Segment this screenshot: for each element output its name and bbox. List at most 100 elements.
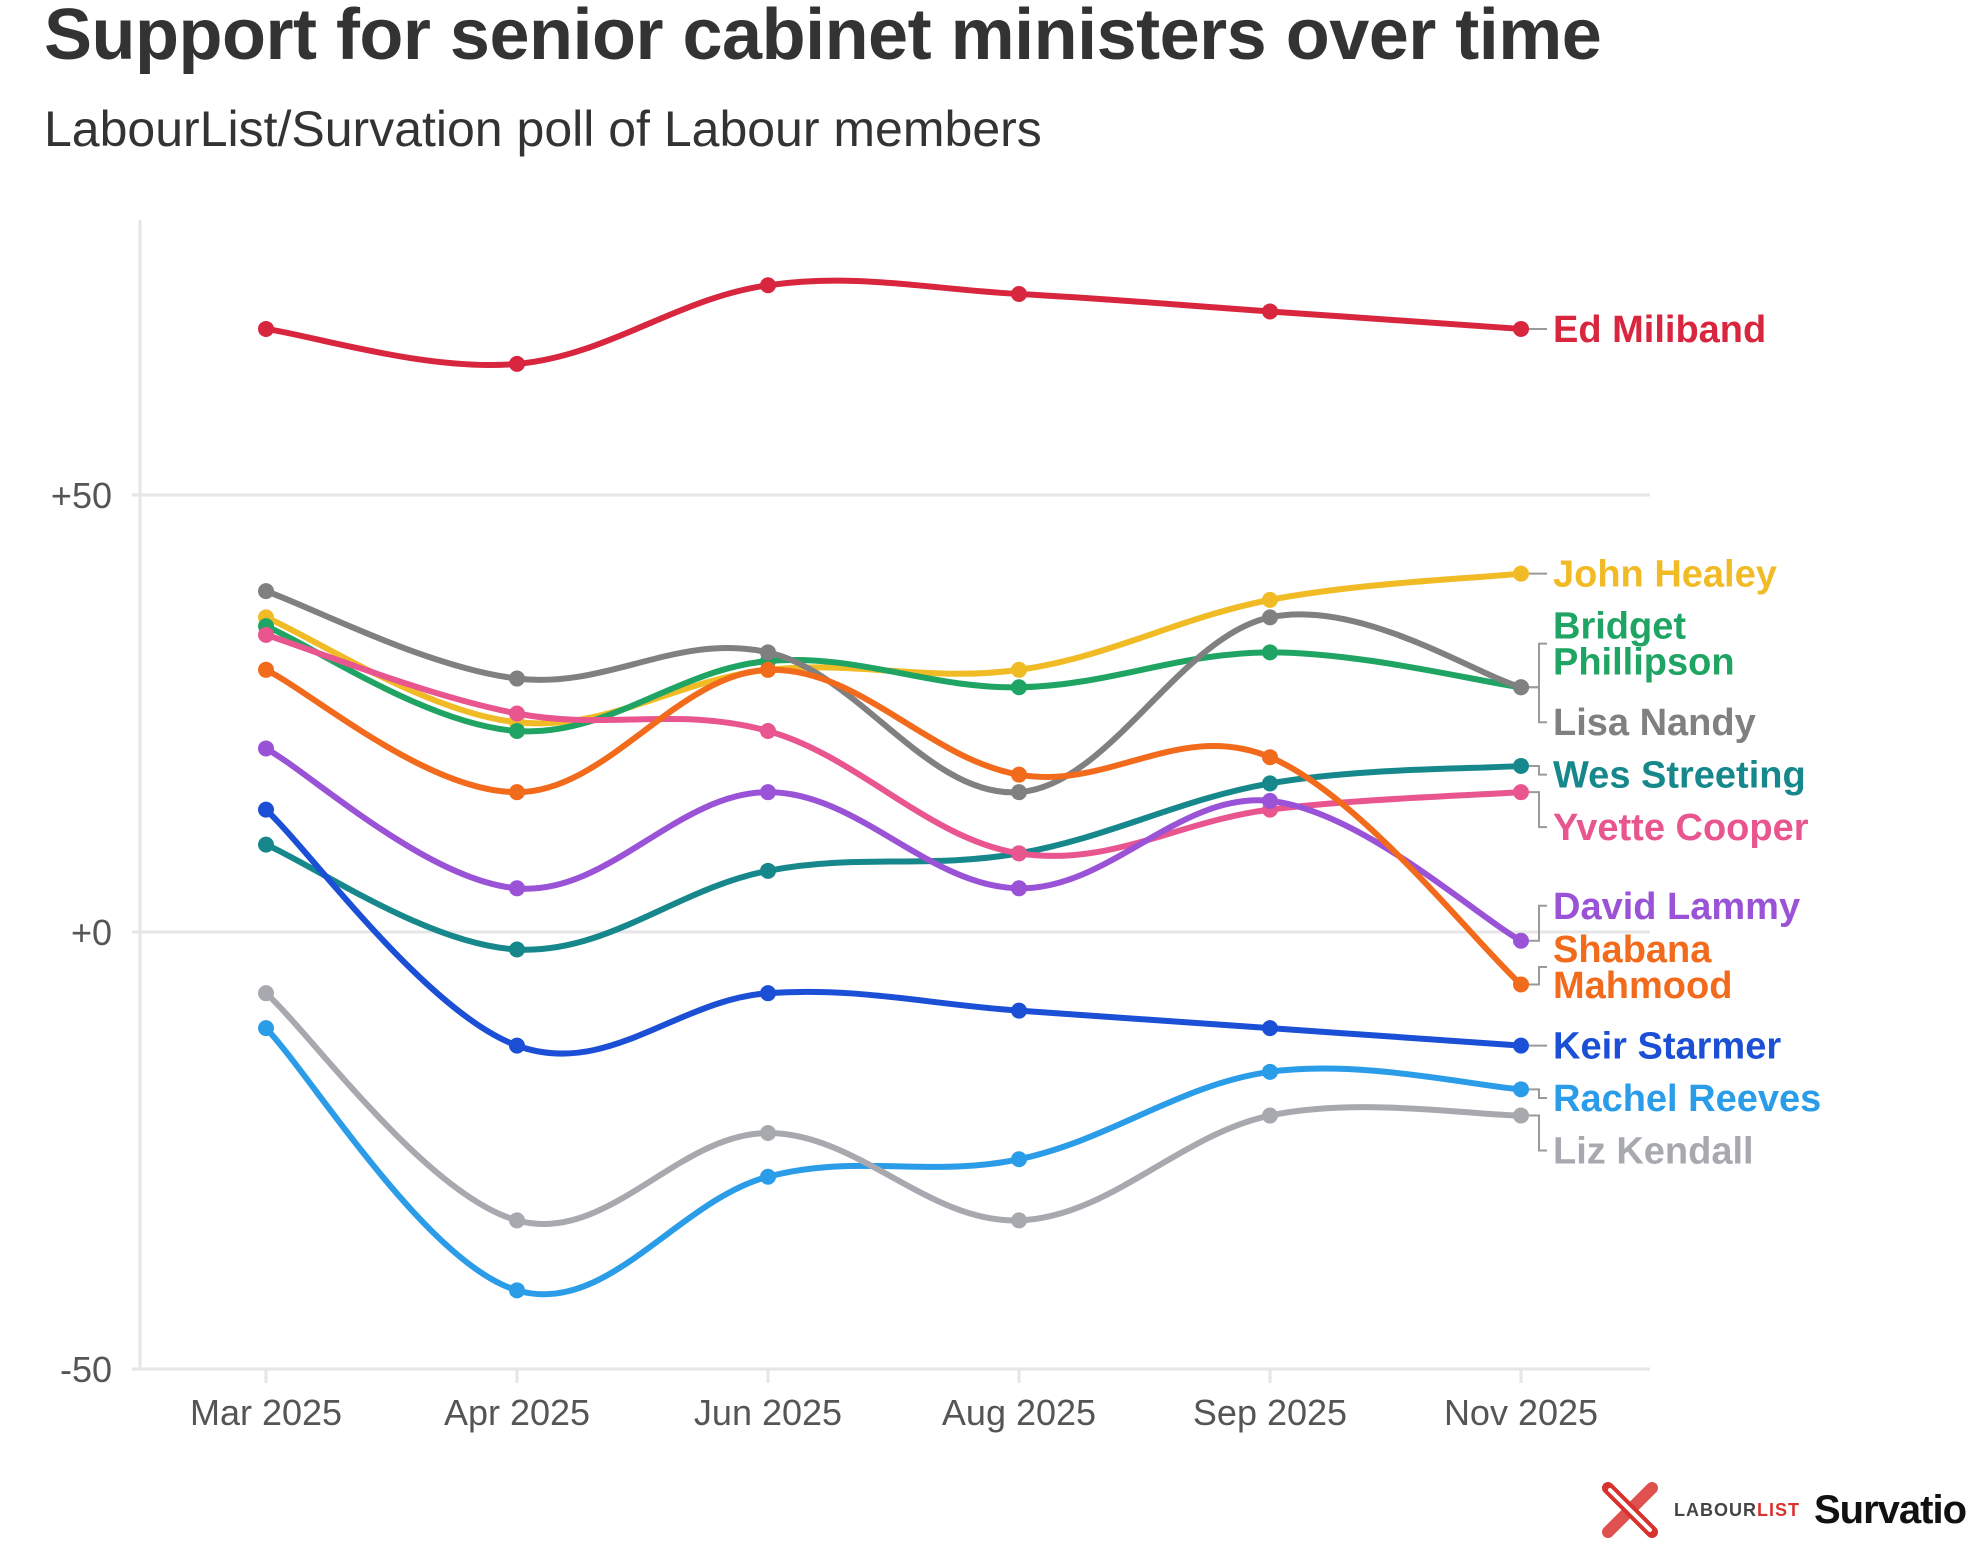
data-point	[509, 1282, 525, 1299]
series-line	[263, 806, 1524, 1057]
label-connector	[1529, 1114, 1547, 1152]
data-point	[258, 1020, 274, 1037]
label-connector	[1529, 686, 1547, 724]
data-point	[760, 862, 776, 879]
data-point	[509, 1212, 525, 1229]
data-point	[1513, 1037, 1529, 1054]
x-tick-label: Jun 2025	[694, 1392, 842, 1433]
data-point	[1011, 679, 1027, 696]
data-point	[258, 801, 274, 818]
data-point	[1513, 679, 1529, 696]
label-rachel-reeves: Rachel Reeves	[1529, 1078, 1821, 1120]
label-connector	[1529, 791, 1547, 829]
footer-logos: LABOURLIST Survation.	[1600, 1482, 1968, 1538]
series-label: Bridget	[1553, 606, 1686, 648]
series-lines-layer	[258, 277, 1529, 1299]
series-wes-streeting	[258, 757, 1529, 958]
series-liz-kendall	[258, 985, 1529, 1229]
labourlist-logo: LABOURLIST	[1674, 1500, 1800, 1521]
data-point	[509, 705, 525, 722]
data-point	[760, 661, 776, 678]
labourlist-x-icon	[1600, 1482, 1660, 1538]
data-point	[1011, 661, 1027, 678]
x-tick-label: Nov 2025	[1444, 1392, 1598, 1433]
data-point	[1262, 303, 1278, 320]
data-point	[1011, 845, 1027, 862]
series-label: Phillipson	[1553, 642, 1735, 684]
data-point	[509, 355, 525, 372]
data-point	[760, 1168, 776, 1185]
series-line	[263, 990, 1524, 1228]
label-lisa-nandy: Lisa Nandy	[1529, 686, 1756, 744]
series-label: Shabana	[1553, 929, 1712, 971]
y-tick-label: +0	[71, 912, 112, 953]
labourlist-prefix: LABOUR	[1674, 1499, 1757, 1520]
data-point	[1513, 757, 1529, 774]
data-point	[509, 784, 525, 801]
series-ed-miliband	[258, 277, 1529, 372]
data-point	[1262, 792, 1278, 809]
series-line	[263, 666, 1524, 988]
chart-title: Support for senior cabinet ministers ove…	[44, 0, 1602, 75]
data-point	[1262, 1020, 1278, 1037]
series-label: Liz Kendall	[1553, 1131, 1754, 1173]
data-point	[1011, 784, 1027, 801]
series-label: Mahmood	[1553, 965, 1732, 1007]
data-point	[258, 661, 274, 678]
data-point	[760, 722, 776, 739]
label-john-healey: John Healey	[1529, 554, 1777, 596]
series-line	[263, 1025, 1524, 1298]
series-bridget-phillipson	[258, 618, 1529, 739]
label-keir-starmer: Keir Starmer	[1529, 1026, 1781, 1068]
y-tick-label: -50	[60, 1349, 112, 1390]
data-point	[1262, 749, 1278, 766]
series-rachel-reeves	[258, 1020, 1529, 1299]
label-connector	[1529, 1088, 1547, 1100]
data-point	[509, 880, 525, 897]
data-point	[258, 583, 274, 600]
series-label: Yvette Cooper	[1553, 807, 1809, 849]
label-david-lammy: David Lammy	[1529, 886, 1800, 942]
data-point	[1011, 1212, 1027, 1229]
label-ed-miliband: Ed Miliband	[1529, 309, 1766, 351]
label-connector	[1529, 764, 1547, 776]
data-point	[509, 670, 525, 687]
data-point	[760, 644, 776, 661]
data-point	[1513, 932, 1529, 949]
data-point	[1513, 1081, 1529, 1098]
data-point	[1262, 1063, 1278, 1080]
data-point	[1262, 1107, 1278, 1124]
label-liz-kendall: Liz Kendall	[1529, 1114, 1754, 1173]
data-point	[760, 985, 776, 1002]
label-connector	[1529, 904, 1547, 942]
x-tick-label: Sep 2025	[1193, 1392, 1347, 1433]
series-label: David Lammy	[1553, 886, 1800, 928]
y-tick-label: +50	[51, 475, 112, 516]
label-yvette-cooper: Yvette Cooper	[1529, 791, 1809, 849]
series-line	[263, 277, 1524, 368]
series-label: Wes Streeting	[1553, 755, 1806, 797]
series-line	[263, 745, 1524, 944]
survation-logo: Survation.	[1814, 1487, 1968, 1532]
series-shabana-mahmood	[258, 661, 1529, 993]
x-tick-label: Mar 2025	[190, 1392, 342, 1433]
data-point	[1011, 1151, 1027, 1168]
series-label: Ed Miliband	[1553, 309, 1766, 351]
data-point	[258, 985, 274, 1002]
series-keir-starmer	[258, 801, 1529, 1057]
label-connector	[1529, 965, 1547, 986]
data-point	[1011, 285, 1027, 302]
chart-subtitle: LabourList/Survation poll of Labour memb…	[44, 101, 1042, 157]
label-connector	[1529, 642, 1547, 689]
data-point	[258, 626, 274, 643]
x-tick-label: Apr 2025	[444, 1392, 590, 1433]
data-point	[1011, 880, 1027, 897]
labourlist-suffix: LIST	[1757, 1499, 1800, 1520]
data-point	[1513, 1107, 1529, 1124]
series-label: Keir Starmer	[1553, 1026, 1781, 1068]
data-point	[1011, 1002, 1027, 1019]
data-point	[509, 941, 525, 958]
